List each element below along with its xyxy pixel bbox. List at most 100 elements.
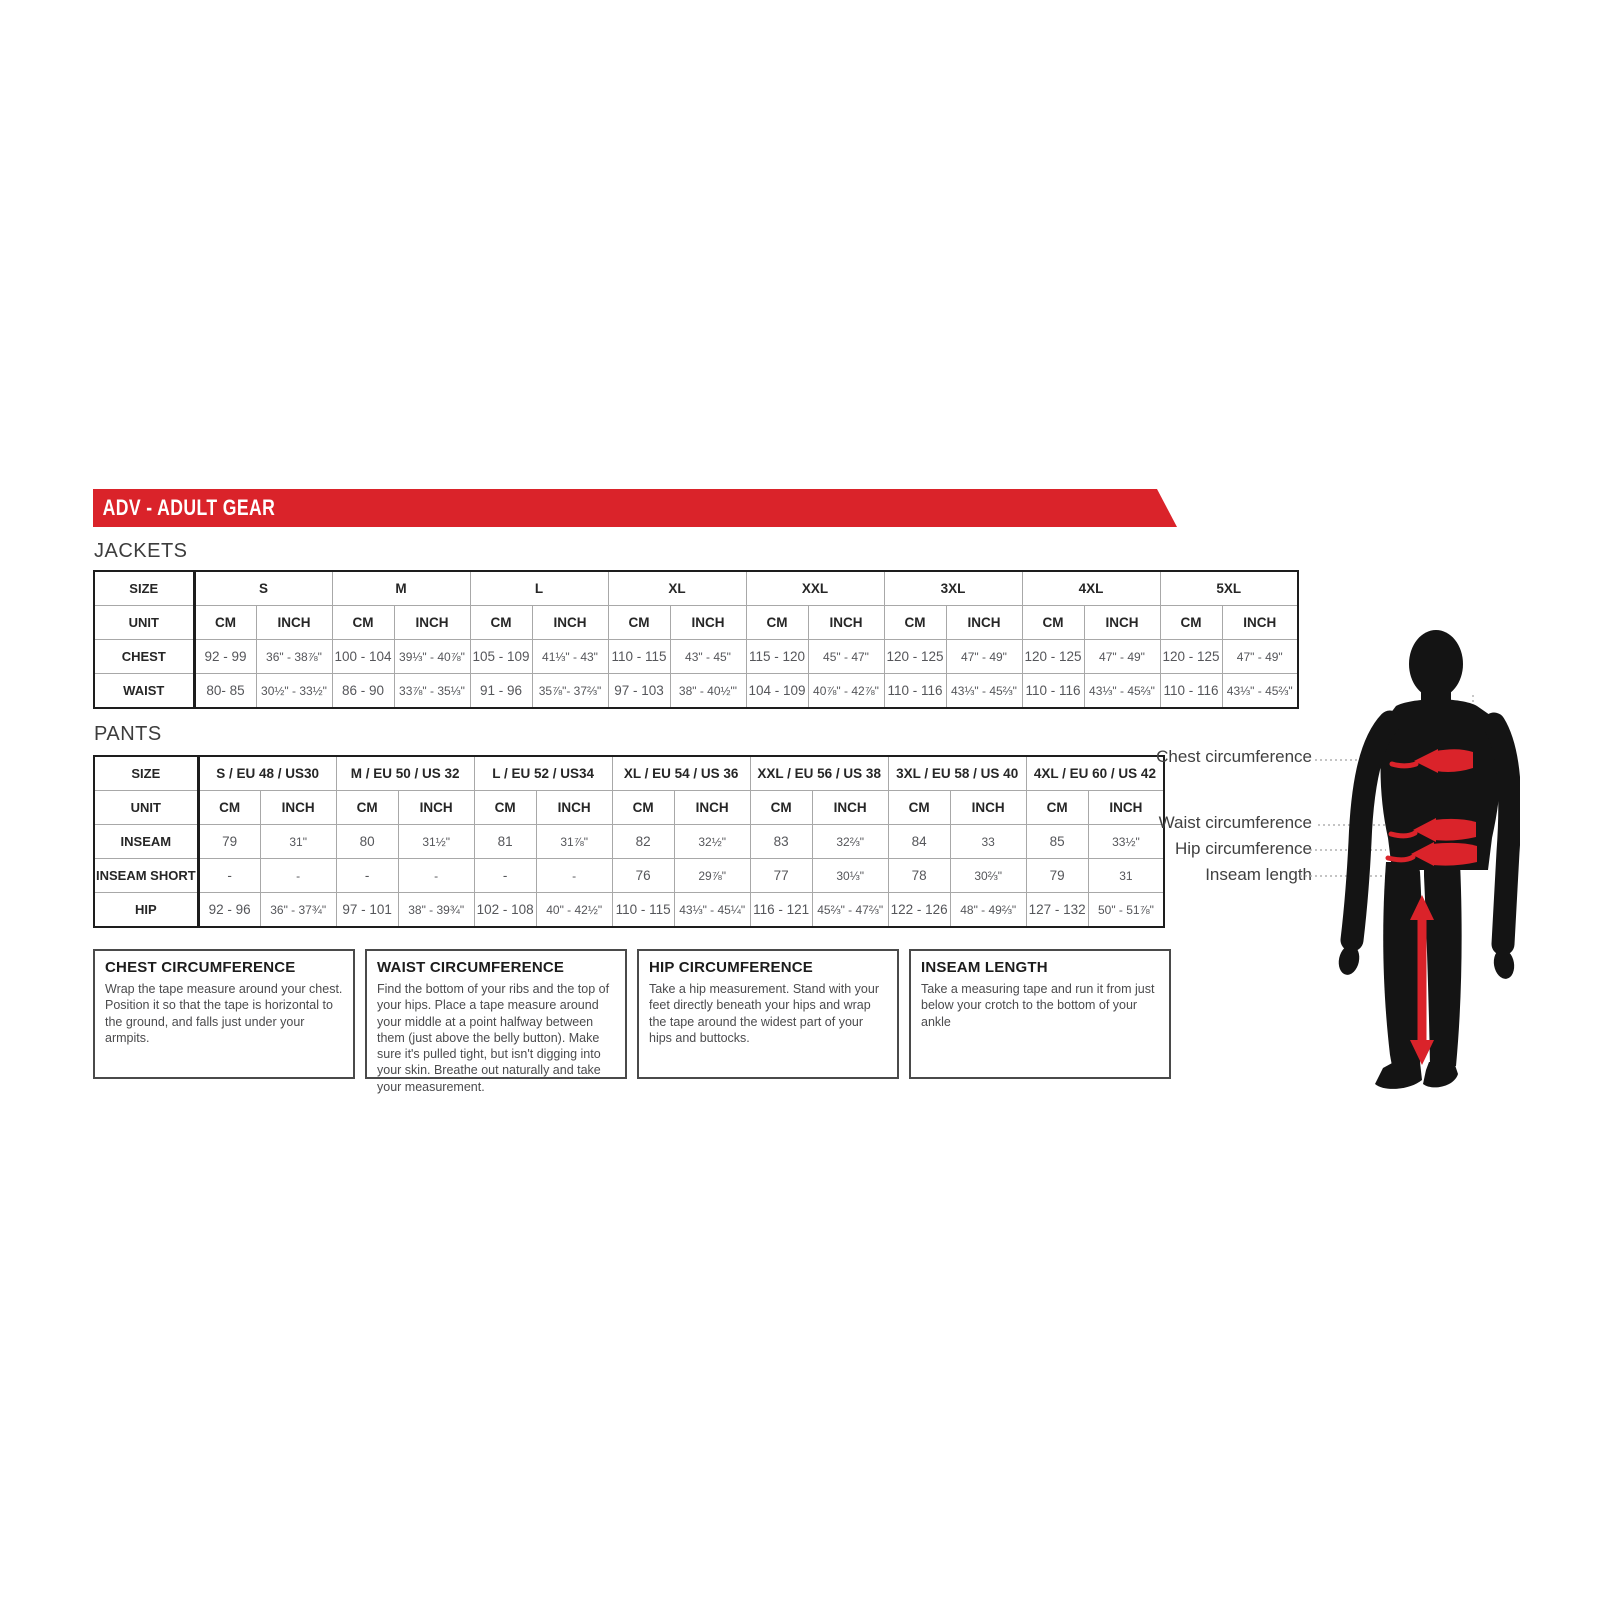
inch-value-cell: 31" — [259, 824, 337, 859]
inch-value-cell: 33 — [949, 824, 1027, 859]
size-column-header: M / EU 50 / US 32 — [335, 755, 475, 791]
inch-unit-header: INCH — [945, 605, 1023, 640]
inch-value-cell: 41⅓" - 43" — [531, 639, 609, 674]
cm-value-cell: - — [197, 858, 261, 893]
cm-value-cell: 79 — [1025, 858, 1089, 893]
inch-unit-header: INCH — [1087, 790, 1165, 825]
cm-value-cell: 81 — [473, 824, 537, 859]
cm-value-cell: 104 - 109 — [745, 673, 809, 709]
inch-value-cell: 32⅔" — [811, 824, 889, 859]
inch-value-cell: 31 — [1087, 858, 1165, 893]
cm-value-cell: 120 - 125 — [883, 639, 947, 674]
inch-value-cell: 40" - 42½" — [535, 892, 613, 928]
chest-measure-arrow-icon — [1389, 749, 1473, 773]
size-column-header: 5XL — [1159, 570, 1299, 606]
row-label: SIZE — [93, 570, 196, 606]
size-column-header: S — [193, 570, 333, 606]
inseam-measure-arrow-icon — [1410, 895, 1434, 1065]
inch-value-cell: 31⅞" — [535, 824, 613, 859]
size-column-header: L — [469, 570, 609, 606]
cm-value-cell: 77 — [749, 858, 813, 893]
row-label: UNIT — [93, 605, 196, 640]
inseam-length-label: Inseam length — [1205, 865, 1312, 884]
inch-unit-header: INCH — [531, 605, 609, 640]
inch-value-cell: 43⅓" - 45¼" — [673, 892, 751, 928]
inch-value-cell: 47" - 49" — [945, 639, 1023, 674]
cm-value-cell: 127 - 132 — [1025, 892, 1089, 928]
inch-unit-header: INCH — [807, 605, 885, 640]
box-body: Take a measuring tape and run it from ju… — [921, 982, 1155, 1029]
inch-value-cell: 40⅞" - 42⅞" — [807, 673, 885, 709]
inch-value-cell: 36" - 38⅞" — [255, 639, 333, 674]
cm-value-cell: 102 - 108 — [473, 892, 537, 928]
inch-value-cell: 38" - 40½"' — [669, 673, 747, 709]
inch-value-cell: - — [397, 858, 475, 893]
box-body: Wrap the tape measure around your chest.… — [105, 982, 343, 1045]
inch-value-cell: 29⅞" — [673, 858, 751, 893]
chest-circumference-box: CHEST CIRCUMFERENCE Wrap the tape measur… — [93, 949, 355, 1079]
cm-value-cell: 122 - 126 — [887, 892, 951, 928]
waist-measure-arrow-icon — [1388, 818, 1476, 842]
cm-unit-header: CM — [607, 605, 671, 640]
inch-value-cell: 45" - 47" — [807, 639, 885, 674]
cm-value-cell: 82 — [611, 824, 675, 859]
inch-value-cell: - — [535, 858, 613, 893]
cm-unit-header: CM — [193, 605, 257, 640]
inch-value-cell: 45⅔" - 47⅔" — [811, 892, 889, 928]
cm-value-cell: 110 - 115 — [611, 892, 675, 928]
inch-value-cell: 48" - 49⅔" — [949, 892, 1027, 928]
box-title: HIP CIRCUMFERENCE — [649, 959, 813, 976]
chest-circumference-label: Chest circumference — [1156, 747, 1312, 766]
inch-value-cell: 36" - 37¾" — [259, 892, 337, 928]
cm-unit-header: CM — [611, 790, 675, 825]
hip-circumference-label: Hip circumference — [1175, 839, 1312, 858]
cm-value-cell: 105 - 109 — [469, 639, 533, 674]
cm-unit-header: CM — [883, 605, 947, 640]
size-column-header: XXL / EU 56 / US 38 — [749, 755, 889, 791]
pants-size-table: SIZE S / EU 48 / US30 M / EU 50 / US 32 L /… — [93, 755, 1166, 928]
inch-value-cell: 47" - 49" — [1221, 639, 1299, 674]
inch-unit-header: INCH — [1083, 605, 1161, 640]
row-label: INSEAM — [93, 824, 200, 859]
box-title: WAIST CIRCUMFERENCE — [377, 959, 565, 976]
jackets-size-table: SIZE S M L XL XXL 3XL 4XL 5XL UNIT CM INCH CM INCH CM I… — [93, 570, 1299, 709]
hip-circumference-box: HIP CIRCUMFERENCE Take a hip measurement… — [637, 949, 899, 1079]
inch-unit-header: INCH — [669, 605, 747, 640]
box-body: Take a hip measurement. Stand with your … — [649, 982, 879, 1045]
inch-unit-header: INCH — [1221, 605, 1299, 640]
inseam-length-box: INSEAM LENGTH Take a measuring tape and … — [909, 949, 1171, 1079]
box-title: INSEAM LENGTH — [921, 959, 1048, 976]
inch-value-cell: 43" - 45" — [669, 639, 747, 674]
inch-value-cell: 31½" — [397, 824, 475, 859]
cm-value-cell: - — [473, 858, 537, 893]
cm-value-cell: 78 — [887, 858, 951, 893]
cm-value-cell: 110 - 116 — [883, 673, 947, 709]
cm-unit-header: CM — [473, 790, 537, 825]
inch-unit-header: INCH — [393, 605, 471, 640]
row-label: UNIT — [93, 790, 200, 825]
size-column-header: XL — [607, 570, 747, 606]
row-label: CHEST — [93, 639, 196, 674]
inch-value-cell: 38" - 39¾" — [397, 892, 475, 928]
size-column-header: M — [331, 570, 471, 606]
inch-value-cell: 43⅓" - 45⅔" — [945, 673, 1023, 709]
cm-value-cell: 79 — [197, 824, 261, 859]
inch-unit-header: INCH — [535, 790, 613, 825]
box-body: Find the bottom of your ribs and the top… — [377, 982, 610, 1094]
cm-unit-header: CM — [887, 790, 951, 825]
cm-value-cell: 80 — [335, 824, 399, 859]
inch-unit-header: INCH — [397, 790, 475, 825]
size-column-header: XXL — [745, 570, 885, 606]
cm-value-cell: 97 - 101 — [335, 892, 399, 928]
size-column-header: 4XL / EU 60 / US 42 — [1025, 755, 1165, 791]
size-column-header: 3XL — [883, 570, 1023, 606]
inch-value-cell: 39⅓" - 40⅞" — [393, 639, 471, 674]
cm-unit-header: CM — [1025, 790, 1089, 825]
inch-value-cell: 30½" - 33½" — [255, 673, 333, 709]
inch-value-cell: 43⅓" - 45⅔" — [1083, 673, 1161, 709]
row-label: INSEAM SHORT — [93, 858, 200, 893]
male-silhouette-icon — [1338, 630, 1520, 1089]
row-label: HIP — [93, 892, 200, 928]
cm-value-cell: 97 - 103 — [607, 673, 671, 709]
